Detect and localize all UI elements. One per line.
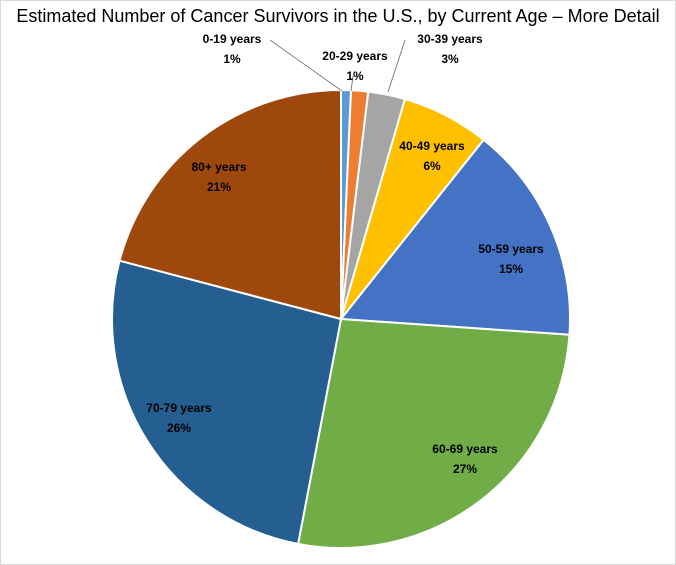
data-label-value-0-19-years: 1% bbox=[223, 52, 241, 66]
data-label-value-20-29-years: 1% bbox=[346, 69, 364, 83]
data-label-name-60-69-years: 60-69 years bbox=[432, 442, 498, 456]
data-label-name-70-79-years: 70-79 years bbox=[146, 401, 212, 415]
pie-slice-60-69-years bbox=[297, 318, 571, 549]
pie-slice-50-59-years bbox=[340, 138, 571, 336]
pie-slice-70-79-years bbox=[111, 259, 342, 545]
data-label-value-40-49-years: 6% bbox=[423, 159, 441, 173]
data-label-name-30-39-years: 30-39 years bbox=[417, 32, 483, 46]
chart-title: Estimated Number of Cancer Survivors in … bbox=[16, 6, 660, 26]
data-label-name-0-19-years: 0-19 years bbox=[203, 32, 262, 46]
leader-line-0 bbox=[269, 39, 343, 92]
data-label-value-30-39-years: 3% bbox=[441, 52, 459, 66]
data-label-name-20-29-years: 20-29 years bbox=[322, 49, 388, 63]
leader-line-2 bbox=[387, 39, 406, 93]
data-label-name-40-49-years: 40-49 years bbox=[399, 139, 465, 153]
data-label-value-50-59-years: 15% bbox=[499, 262, 523, 276]
data-label-name-80-years: 80+ years bbox=[191, 160, 246, 174]
leader-line-1 bbox=[350, 75, 354, 92]
data-label-value-70-79-years: 26% bbox=[167, 421, 191, 435]
data-label-value-60-69-years: 27% bbox=[453, 462, 477, 476]
pie-slice-80-years bbox=[118, 89, 342, 320]
data-label-name-50-59-years: 50-59 years bbox=[478, 242, 544, 256]
data-label-value-80-years: 21% bbox=[207, 180, 231, 194]
